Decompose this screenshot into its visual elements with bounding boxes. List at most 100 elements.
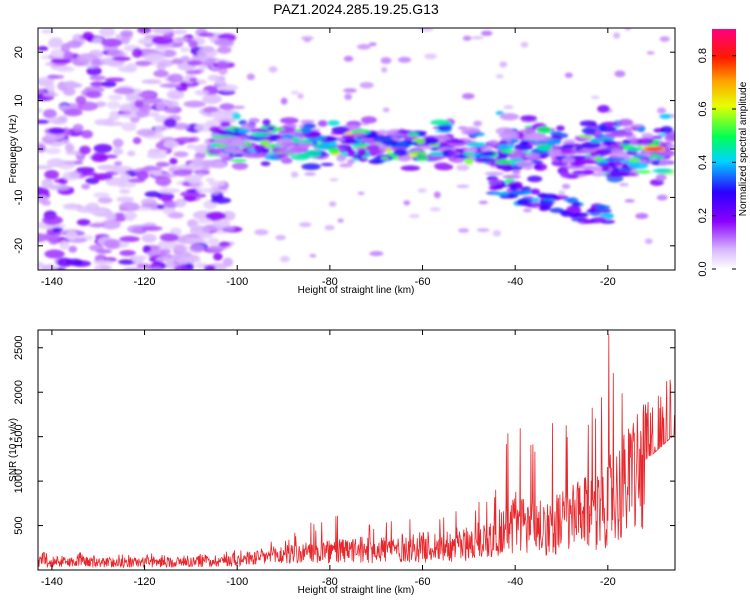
spectrogram-cell [595, 162, 610, 166]
spectrogram-cell [185, 237, 205, 243]
spectrogram-cell [536, 143, 553, 151]
spectrogram-cell [166, 89, 185, 100]
spectrogram-cell [290, 90, 300, 95]
spectrogram-cell [456, 184, 470, 189]
spectrogram-cell [101, 81, 117, 88]
spectrogram-cell [231, 162, 249, 170]
spectrogram-cell [113, 87, 135, 95]
spectrogram-cell [112, 138, 124, 148]
spectrogram-cell [606, 160, 624, 167]
spectrogram-cell [360, 116, 377, 124]
colorbar: 0.0 0.2 0.4 0.6 0.8 Normalized spectral ampl… [697, 29, 749, 277]
spectrogram-cell [300, 126, 311, 134]
spectrogram-cell [301, 163, 321, 171]
spectrogram-cell [135, 60, 151, 67]
spectrogram-cell [169, 227, 182, 236]
spectrogram-cell [601, 164, 610, 172]
spectrogram-cell [605, 157, 625, 162]
spectrogram-cell [512, 169, 521, 175]
spectrogram-cell [519, 129, 534, 133]
spectrogram-cell [290, 171, 299, 178]
spectrogram-cell [492, 229, 502, 237]
spectrogram-cell [613, 32, 621, 39]
spectrogram-cell [158, 239, 178, 250]
spectrogram-cell [155, 101, 166, 111]
x-tick-label: -140 [41, 576, 63, 588]
colorbar-tick-label: 0.2 [697, 208, 709, 223]
spectrogram-cell [102, 121, 124, 127]
spectrogram-cell [309, 254, 317, 258]
spectrogram-cell [597, 123, 607, 131]
spectrogram-cell [635, 169, 652, 174]
spectrogram-cell [52, 227, 64, 233]
spectrogram-cell [81, 171, 98, 176]
x-tick-label: -80 [322, 276, 338, 288]
spectrogram-cell [183, 100, 206, 108]
spectrogram-cell [550, 131, 563, 137]
spectrogram-cell [81, 183, 91, 190]
spectrogram-cell [519, 140, 530, 146]
spectrogram-cell [171, 29, 188, 35]
spectrogram-cell [627, 146, 644, 152]
spectrogram-cell [143, 53, 166, 63]
spectrogram-cell [498, 140, 508, 146]
spectrogram-cell [599, 219, 616, 224]
spectrogram-cell [207, 237, 220, 246]
spectrogram-cell [531, 202, 542, 208]
spectrogram-cell [403, 200, 411, 206]
spectrogram-cell [438, 124, 453, 132]
spectrogram-cell [41, 178, 54, 189]
spectrogram-cell [119, 188, 131, 195]
spectrogram-cell [217, 130, 233, 136]
spectrogram-cell [48, 37, 64, 47]
spectrogram-cell [187, 60, 203, 66]
spectrogram-cell [172, 122, 190, 130]
spectrogram-cell [331, 126, 350, 133]
spectrogram-cell [660, 126, 673, 134]
x-tick-label: -120 [134, 576, 156, 588]
spectrogram-cell [281, 134, 293, 139]
spectrogram-cell [416, 156, 429, 161]
spectrogram-cell [146, 152, 167, 160]
snr-background [38, 330, 675, 570]
spectrogram-cell [159, 248, 171, 255]
spectrogram-cell [622, 139, 632, 145]
spectrogram-cell [297, 93, 304, 99]
spectrogram-cell [155, 176, 172, 186]
spectrogram-cell [99, 28, 116, 37]
spectrogram-cell [306, 149, 322, 158]
spectrogram-cell [581, 141, 601, 149]
y-tick-label: 2000 [13, 380, 25, 404]
spectrogram-cell [509, 184, 518, 191]
spectrogram-cell [159, 233, 179, 242]
spectrogram-cell [79, 145, 91, 155]
spectrogram-cell [416, 131, 427, 137]
spectrogram-cell [131, 48, 143, 58]
spectrogram-cell [127, 224, 148, 234]
x-tick-label: -100 [226, 576, 248, 588]
spectrogram-cell [221, 210, 236, 221]
spectrogram-cell [119, 103, 140, 113]
spectrogram-cell [478, 200, 489, 205]
snr-panel: -140 -120 -100 -80 -60 -40 -20 500 1000 1500 2000… [8, 329, 676, 596]
spectrogram-cell [171, 58, 183, 65]
spectrogram-cell [604, 133, 620, 138]
spectrogram-cell [86, 66, 102, 76]
spectrogram-cell [103, 239, 121, 249]
spectrogram-cell [525, 152, 541, 160]
spectrogram-cell [260, 161, 271, 167]
spectrogram-cell [97, 197, 113, 204]
spectrogram-cell [38, 233, 47, 243]
spectrogram-cell [141, 166, 163, 171]
spectrogram-cell [60, 43, 71, 53]
spectrogram-cell [248, 117, 260, 123]
spectrogram-cell [153, 69, 169, 78]
x-tick-label: -60 [415, 576, 431, 588]
spectrogram-cell [369, 251, 384, 257]
spectrogram-cell [566, 205, 581, 213]
spectrogram-cell [73, 160, 84, 165]
spectrogram-cell [344, 138, 357, 144]
spectrogram-cell [659, 113, 672, 120]
spectrogram-cell [572, 201, 581, 207]
x-tick-label: -40 [507, 276, 523, 288]
